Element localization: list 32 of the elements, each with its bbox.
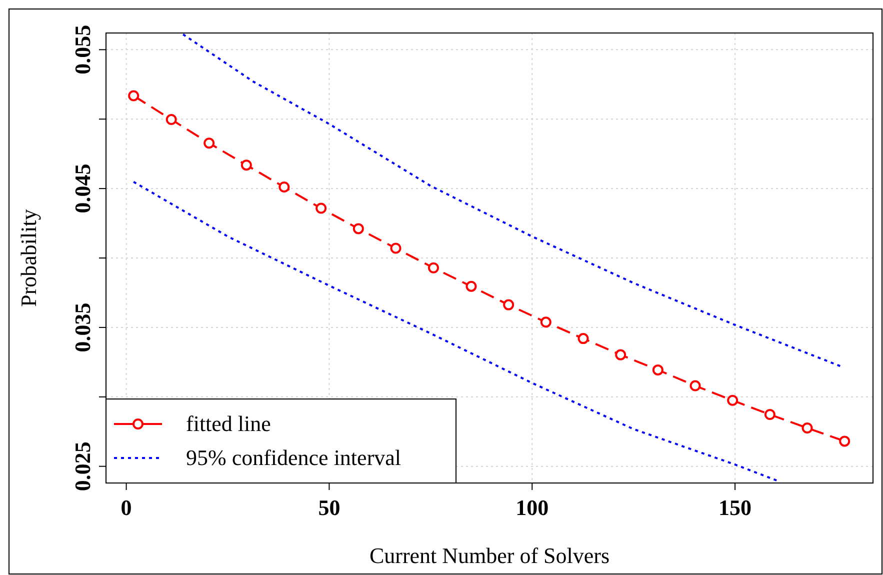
x-tick-label: 100: [516, 495, 549, 520]
point: [839, 436, 850, 447]
point: [802, 422, 813, 434]
point: [128, 90, 140, 102]
point: [166, 114, 177, 126]
x-tick-label: 50: [318, 495, 340, 520]
x-tick-label: 150: [718, 495, 752, 520]
point: [204, 138, 215, 149]
point: [652, 364, 664, 376]
point: [352, 223, 364, 234]
point: [764, 409, 776, 420]
y-tick-label: 0.025: [70, 442, 95, 492]
x-tick-label: 0: [120, 495, 132, 520]
y-axis-title: Probability: [16, 209, 41, 307]
point: [316, 202, 327, 214]
point: [428, 262, 439, 274]
point: [503, 299, 514, 310]
point: [540, 316, 552, 328]
point: [578, 333, 589, 344]
legend-label: 95% confidence interval: [186, 445, 402, 470]
x-axis-title: Current Number of Solvers: [369, 543, 610, 568]
legend-label: fitted line: [186, 411, 271, 436]
point: [690, 380, 701, 392]
y-tick-label: 0.035: [70, 302, 95, 352]
point: [390, 242, 402, 254]
y-tick-label: 0.055: [70, 24, 95, 74]
point: [240, 160, 252, 171]
point: [727, 394, 738, 406]
point: [615, 349, 626, 360]
point: [278, 182, 290, 193]
point: [466, 280, 477, 292]
y-tick-label: 0.045: [70, 164, 95, 214]
